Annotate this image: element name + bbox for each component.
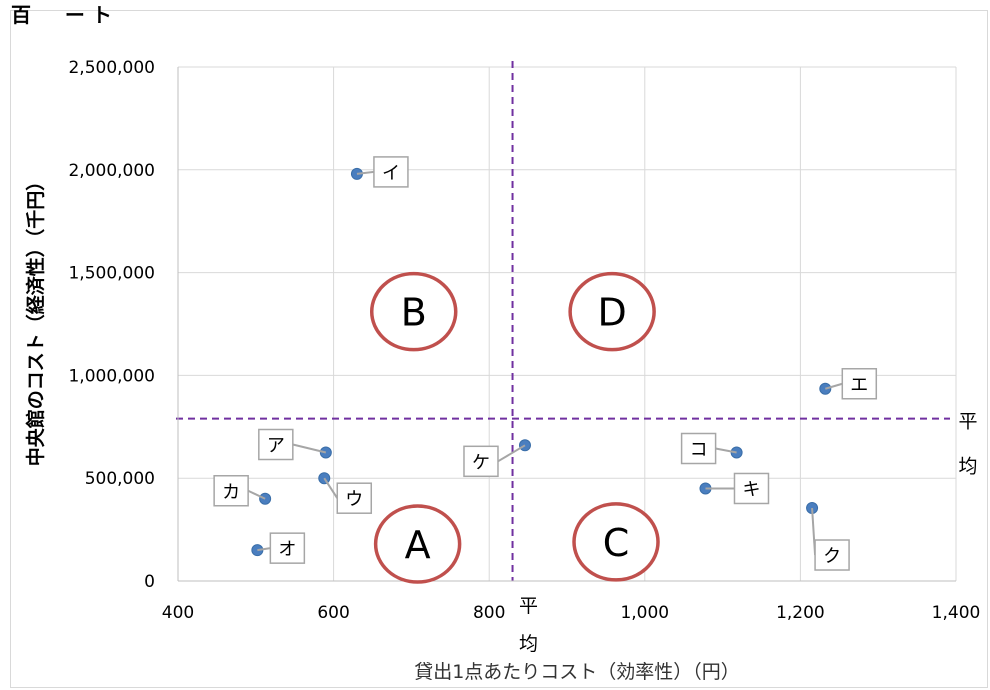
callout-box bbox=[814, 539, 850, 571]
grid-lines bbox=[178, 66, 957, 581]
quadrant-circle bbox=[572, 502, 660, 582]
point-label: コ bbox=[690, 440, 708, 461]
quadrant-circle bbox=[373, 504, 462, 584]
callout-leader bbox=[715, 447, 737, 454]
average-label-y-2: 均 bbox=[958, 456, 977, 478]
callout-box bbox=[680, 432, 717, 465]
quadrant-circle bbox=[568, 271, 656, 352]
average-label-y-1: 平 bbox=[958, 411, 977, 433]
callout-イ: イ bbox=[356, 156, 409, 188]
callout-コ: コ bbox=[680, 432, 737, 465]
x-tick-label: 600 bbox=[317, 603, 349, 623]
point-label: イ bbox=[382, 163, 400, 184]
callout-box bbox=[269, 532, 306, 564]
quadrant-circle bbox=[369, 271, 458, 352]
quadrant-c: C bbox=[572, 502, 660, 582]
callout-ウ: ウ bbox=[323, 477, 373, 514]
callout-leader bbox=[247, 489, 266, 500]
quadrant-d: D bbox=[568, 271, 656, 352]
callout-ア: ア bbox=[258, 428, 327, 461]
y-tick-label: 0 bbox=[144, 572, 155, 592]
quadrant-letter: C bbox=[603, 521, 630, 565]
y-tick-label: 500,000 bbox=[85, 469, 155, 489]
callout-ク: ク bbox=[811, 507, 850, 571]
callout-box bbox=[841, 368, 878, 400]
quadrant-labels: B D A C bbox=[369, 271, 660, 584]
callout-box bbox=[336, 482, 373, 514]
quadrant-letter: D bbox=[597, 291, 626, 335]
x-tick-label: 400 bbox=[162, 603, 194, 623]
callout-leader bbox=[356, 170, 375, 175]
callout-オ: オ bbox=[257, 532, 306, 564]
y-tick-label: 1,500,000 bbox=[68, 264, 155, 284]
callout-leader bbox=[292, 443, 327, 454]
quadrant-b: B bbox=[369, 271, 458, 352]
point-label: ク bbox=[823, 546, 841, 567]
average-label-x-2: 均 bbox=[519, 633, 538, 655]
callout-leader bbox=[825, 382, 843, 390]
x-axis-title: 貸出1点あたりコスト（効率性）（円） bbox=[414, 661, 740, 683]
callout-box bbox=[733, 472, 770, 505]
callout-box bbox=[463, 445, 499, 478]
callout-エ: エ bbox=[825, 368, 878, 400]
quadrant-letter: A bbox=[405, 523, 431, 567]
chart-frame: 百 ー ト bbox=[10, 3, 988, 688]
point-label: カ bbox=[222, 482, 240, 503]
callout-leader bbox=[257, 547, 271, 552]
callout-ケ: ケ bbox=[463, 444, 526, 478]
point-label: ウ bbox=[345, 489, 363, 510]
x-tick-label: 1,000 bbox=[620, 603, 669, 623]
x-tick-label: 800 bbox=[473, 603, 505, 623]
point-label: ア bbox=[267, 436, 285, 457]
quadrant-a: A bbox=[373, 504, 462, 584]
y-tick-label: 2,500,000 bbox=[68, 58, 155, 78]
x-tick-label: 1,200 bbox=[776, 603, 825, 623]
y-axis-title: 中央館のコスト（経済性）（千円） bbox=[24, 172, 47, 467]
callout-カ: カ bbox=[213, 475, 266, 507]
callout-box bbox=[373, 156, 409, 188]
callout-キ: キ bbox=[705, 472, 770, 505]
x-tick-label: 1,400 bbox=[932, 603, 981, 623]
callout-leader bbox=[323, 477, 339, 499]
point-label: ケ bbox=[472, 452, 490, 473]
callout-leader bbox=[497, 444, 526, 463]
average-label-x-1: 平 bbox=[519, 595, 538, 617]
y-tick-label: 1,000,000 bbox=[68, 366, 155, 386]
point-label: エ bbox=[850, 375, 868, 396]
point-label: オ bbox=[278, 539, 296, 560]
point-callouts: ア イウ エオ カ キク ケ コ bbox=[213, 156, 878, 571]
axes: 400 600 800 1,000 1,200 1,400 0 500,000 1,000,00… bbox=[24, 58, 980, 683]
callout-box bbox=[213, 475, 249, 507]
y-tick-label: 2,000,000 bbox=[68, 161, 155, 181]
callout-box bbox=[258, 428, 294, 461]
quadrant-letter: B bbox=[401, 291, 427, 335]
chart-title-fragment: 百 ー ト bbox=[11, 3, 112, 27]
point-label: キ bbox=[742, 479, 760, 500]
